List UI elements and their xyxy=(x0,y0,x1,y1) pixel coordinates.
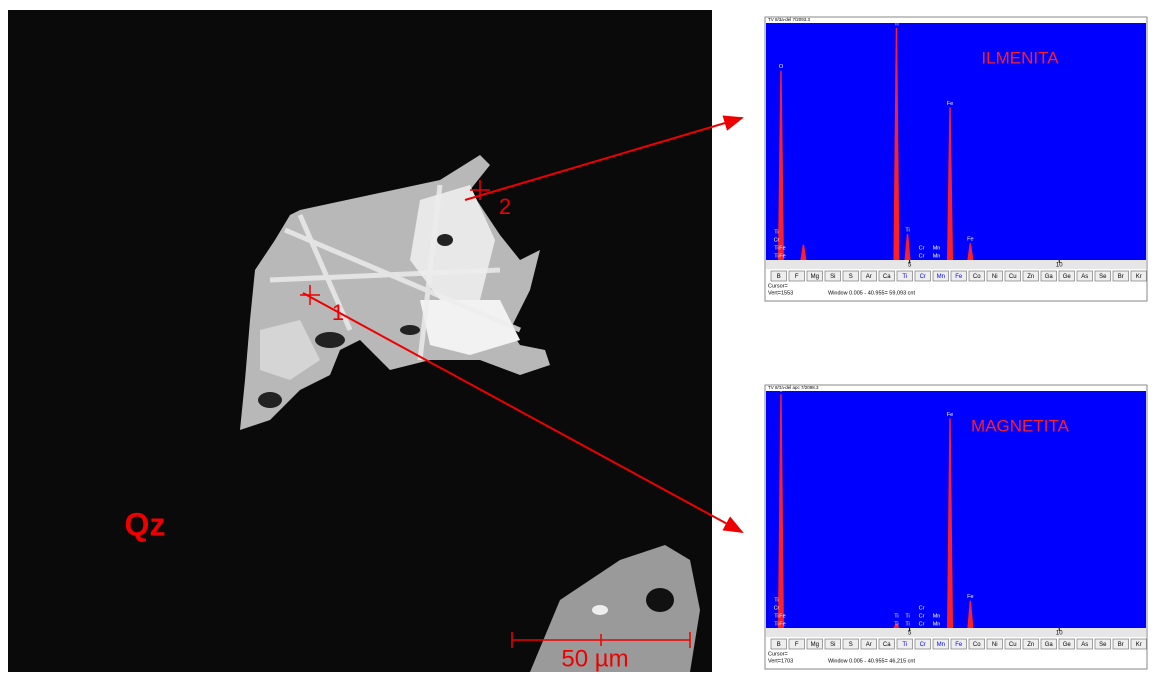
spectrum-header: TV 8/3a-del apc 7/2098.3 xyxy=(768,385,819,390)
element-button-label: B xyxy=(777,274,781,280)
peak-label: O xyxy=(779,388,784,394)
line-label: Fe xyxy=(779,613,785,619)
element-button-label: Ge xyxy=(1063,274,1072,280)
axis-strip xyxy=(766,260,1146,269)
element-button-label: Ga xyxy=(1045,274,1054,280)
spectrum-title: MAGNETITA xyxy=(971,416,1070,435)
vert-text: Vert=1553 xyxy=(768,290,793,296)
line-label: Cr xyxy=(919,245,925,251)
element-button-label: Br xyxy=(1118,274,1124,280)
line-label: Ti xyxy=(774,229,778,235)
element-button-label: Se xyxy=(1099,274,1107,280)
peak-label: Ti xyxy=(894,21,898,27)
element-button-label: Ge xyxy=(1063,642,1072,648)
vert-text: Vert=1703 xyxy=(768,658,793,664)
element-button-label: Mn xyxy=(937,274,945,280)
line-label: Ti xyxy=(905,613,909,619)
element-button-label: Fe xyxy=(955,274,963,280)
line-label: Ti xyxy=(774,253,778,259)
line-label: Ti xyxy=(774,621,778,627)
line-label: Fe xyxy=(779,253,785,259)
element-button-label: Mg xyxy=(811,642,819,648)
element-button-label: Si xyxy=(830,274,835,280)
line-label: Mn xyxy=(933,253,941,259)
element-button-label: Cr xyxy=(920,274,926,280)
plot-area xyxy=(766,391,1146,628)
element-button-label: Kr xyxy=(1136,642,1142,648)
element-button-label: Si xyxy=(830,642,835,648)
element-button-label: Cr xyxy=(920,642,926,648)
window-text: Window 0.005 - 40.955= 46,215 cnt xyxy=(828,658,915,664)
x-tick-label: 10 xyxy=(1056,631,1063,637)
line-label: Mn xyxy=(933,245,941,251)
element-button-label: Ga xyxy=(1045,642,1054,648)
element-button-label: Cu xyxy=(1009,642,1017,648)
element-button-label: Ar xyxy=(866,642,872,648)
point-label: 2 xyxy=(499,194,511,219)
element-button-label: B xyxy=(777,642,781,648)
element-button-label: F xyxy=(795,274,799,280)
scale-label: 50 µm xyxy=(561,645,628,672)
axis-strip xyxy=(766,628,1146,637)
plot-area xyxy=(766,23,1146,260)
cursor-text: Cursor= xyxy=(768,283,788,289)
spectrum-header: TV 8/3a-del 7/2093.3 xyxy=(768,17,811,22)
line-label: Ti xyxy=(774,597,778,603)
element-button-label: Zn xyxy=(1027,642,1034,648)
cursor-text: Cursor= xyxy=(768,651,788,657)
element-button-label: Co xyxy=(973,642,981,648)
line-label: Fe xyxy=(779,245,785,251)
element-button-label: Mg xyxy=(811,274,819,280)
element-button-label: Cu xyxy=(1009,274,1017,280)
page: Qz 1 2 50 µm TV 8/3a-del 7/2093.3510OTiT… xyxy=(0,0,1160,676)
line-label: Ti xyxy=(905,621,909,627)
line-label: Mn xyxy=(933,621,941,627)
line-label: Cr xyxy=(774,237,780,243)
line-label: Ti xyxy=(774,613,778,619)
element-button-label: Ar xyxy=(866,274,872,280)
line-label: Cr xyxy=(919,253,925,259)
element-button-label: Se xyxy=(1099,642,1107,648)
element-button-label: Ni xyxy=(992,642,998,648)
peak-label: Fe xyxy=(947,101,953,107)
peak-label: Fe xyxy=(967,594,973,600)
mineral-label: Qz xyxy=(125,506,166,542)
element-button-label: Fe xyxy=(955,642,963,648)
element-button-label: S xyxy=(849,274,853,280)
peak-label: Fe xyxy=(947,412,953,418)
window-text: Window 0.005 - 40.955= 59,093 cnt xyxy=(828,290,915,296)
element-button-label: Ca xyxy=(883,274,891,280)
line-label: Fe xyxy=(779,621,785,627)
element-button-label: As xyxy=(1081,274,1088,280)
element-button-label: Ti xyxy=(902,274,907,280)
element-button-label: Co xyxy=(973,274,981,280)
element-button-label: Br xyxy=(1118,642,1124,648)
element-button-label: F xyxy=(795,642,799,648)
element-button-label: S xyxy=(849,642,853,648)
figure: Qz 1 2 50 µm TV 8/3a-del 7/2093.3510OTiT… xyxy=(0,0,1160,676)
line-label: Ti xyxy=(774,245,778,251)
spectrum-title: ILMENITA xyxy=(981,48,1059,67)
line-label: Cr xyxy=(774,605,780,611)
line-label: Ti xyxy=(894,621,898,627)
element-button-label: Ti xyxy=(902,642,907,648)
line-label: Ti xyxy=(894,613,898,619)
element-button-label: Ca xyxy=(883,642,891,648)
peak-label: O xyxy=(779,64,784,70)
line-label: Cr xyxy=(919,613,925,619)
peak-label: Fe xyxy=(967,237,973,243)
element-button-label: Kr xyxy=(1136,274,1142,280)
element-button-label: Zn xyxy=(1027,274,1034,280)
line-label: Mn xyxy=(933,613,941,619)
x-tick-label: 10 xyxy=(1056,263,1063,269)
peak-label: Ti xyxy=(905,228,909,234)
element-button-label: As xyxy=(1081,642,1088,648)
line-label: Cr xyxy=(919,621,925,627)
line-label: Cr xyxy=(919,605,925,611)
element-button-label: Mn xyxy=(937,642,945,648)
element-button-label: Ni xyxy=(992,274,998,280)
